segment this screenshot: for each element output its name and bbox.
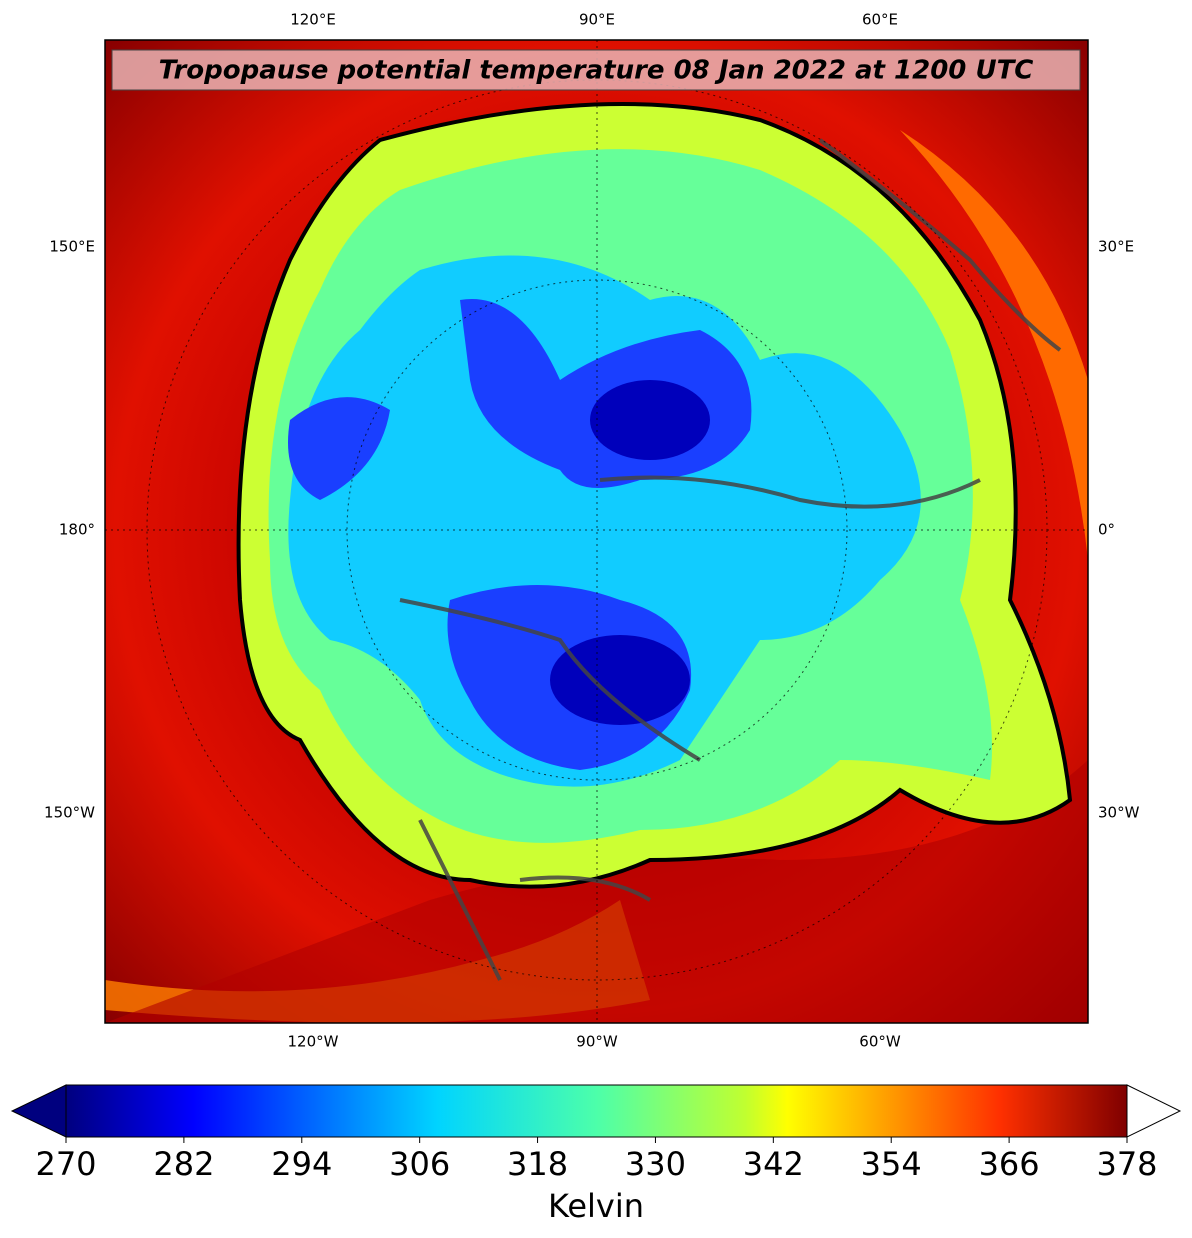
lon-label: 120°E xyxy=(290,11,336,29)
map-title: Tropopause potential temperature 08 Jan … xyxy=(159,56,1034,86)
colorbar xyxy=(10,1084,1182,1138)
colorbar-tick-label: 354 xyxy=(861,1145,922,1183)
lon-label: 60°E xyxy=(862,11,898,29)
lon-label: 0° xyxy=(1098,521,1115,539)
colorbar-tick-label: 306 xyxy=(389,1145,450,1183)
colorbar-label: Kelvin xyxy=(548,1187,644,1225)
colorbar-tick-label: 330 xyxy=(625,1145,686,1183)
lon-label: 90°W xyxy=(576,1033,618,1051)
lon-label: 150°E xyxy=(49,238,95,256)
lon-label: 60°W xyxy=(859,1033,901,1051)
colorbar-tick-label: 318 xyxy=(507,1145,568,1183)
map-field: Tropopause potential temperature 08 Jan … xyxy=(105,40,1088,1023)
lon-label: 30°E xyxy=(1098,238,1134,256)
colorbar-tick-label: 270 xyxy=(35,1145,96,1183)
lon-label: 180° xyxy=(59,521,95,539)
lon-label: 150°W xyxy=(44,804,95,822)
colorbar-tick-label: 342 xyxy=(743,1145,804,1183)
colorbar-tick-label: 366 xyxy=(979,1145,1040,1183)
colorbar-tick-label: 294 xyxy=(271,1145,332,1183)
lon-label: 90°E xyxy=(579,11,615,29)
lon-label: 30°W xyxy=(1098,804,1140,822)
lon-label: 120°W xyxy=(288,1033,339,1051)
colorbar-tick-label: 282 xyxy=(153,1145,214,1183)
colorbar-tick-label: 378 xyxy=(1096,1145,1157,1183)
